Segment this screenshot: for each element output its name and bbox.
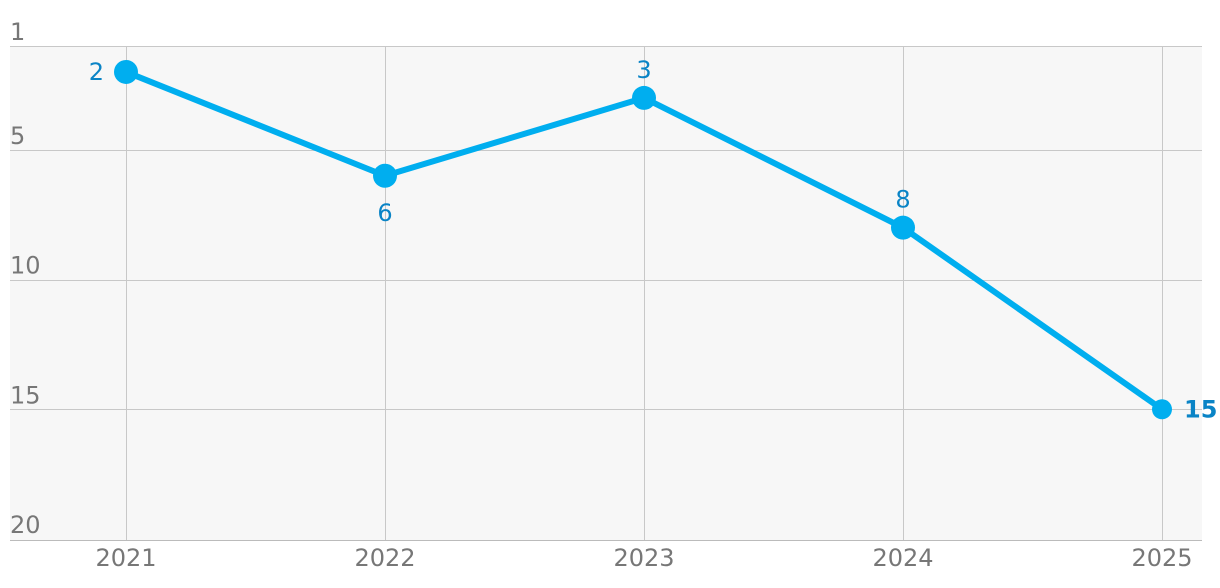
data-points — [114, 59, 1172, 420]
data-label: 6 — [377, 199, 392, 227]
x-tick-label: 2023 — [613, 544, 674, 572]
y-tick-label: 1 — [10, 18, 25, 46]
data-point — [632, 85, 656, 110]
data-label: 2 — [89, 58, 104, 86]
grid-lines — [10, 46, 1202, 541]
x-axis-tick-labels: 2021 2022 2023 2024 2025 — [95, 544, 1192, 572]
x-tick-label: 2025 — [1131, 544, 1192, 572]
data-label: 8 — [895, 186, 910, 214]
y-tick-label: 20 — [10, 511, 41, 539]
data-point — [373, 163, 397, 188]
x-tick-label: 2021 — [95, 544, 156, 572]
y-tick-label: 15 — [10, 381, 41, 409]
data-label: 15 — [1184, 395, 1217, 423]
data-point — [891, 215, 915, 240]
data-point — [114, 59, 138, 84]
plot-background — [10, 46, 1202, 540]
x-tick-label: 2022 — [354, 544, 415, 572]
y-tick-label: 10 — [10, 252, 41, 280]
data-point — [1152, 399, 1172, 420]
data-label: 3 — [636, 56, 651, 84]
x-tick-label: 2024 — [872, 544, 933, 572]
data-labels: 2 6 3 8 15 — [89, 56, 1218, 423]
y-tick-label: 5 — [10, 122, 25, 150]
